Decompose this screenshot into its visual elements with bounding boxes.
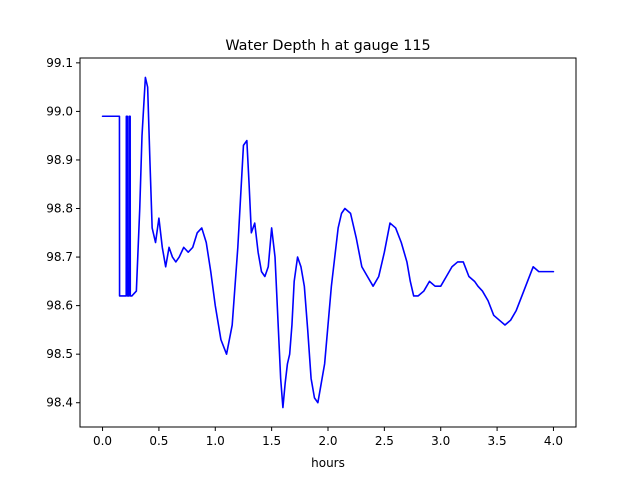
x-axis-ticks: 0.0 0.5 1.0 1.5 2.0 2.5 3.0 3.5 4.0 <box>93 427 563 448</box>
y-tick-label: 98.7 <box>46 250 73 264</box>
x-tick-label: 1.5 <box>262 434 281 448</box>
x-axis-label: hours <box>311 456 345 470</box>
chart-title: Water Depth h at gauge 115 <box>225 38 430 54</box>
x-tick-label: 3.0 <box>431 434 450 448</box>
y-tick-label: 99.0 <box>46 104 73 118</box>
x-tick-label: 4.0 <box>544 434 563 448</box>
y-tick-label: 98.5 <box>46 347 73 361</box>
series-line <box>101 76 555 409</box>
x-tick-label: 2.0 <box>318 434 337 448</box>
y-tick-label: 98.9 <box>46 153 73 167</box>
y-axis-ticks: 98.4 98.5 98.6 98.7 98.8 98.9 99.0 99.1 <box>46 56 80 410</box>
x-tick-label: 2.5 <box>375 434 394 448</box>
x-tick-label: 3.5 <box>488 434 507 448</box>
y-tick-label: 98.6 <box>46 299 73 313</box>
plot-layer <box>101 76 555 409</box>
y-tick-label: 99.1 <box>46 56 73 70</box>
x-tick-label: 1.0 <box>206 434 225 448</box>
y-tick-label: 98.4 <box>46 396 73 410</box>
x-tick-label: 0.5 <box>149 434 168 448</box>
y-tick-label: 98.8 <box>46 202 73 216</box>
x-tick-label: 0.0 <box>93 434 112 448</box>
